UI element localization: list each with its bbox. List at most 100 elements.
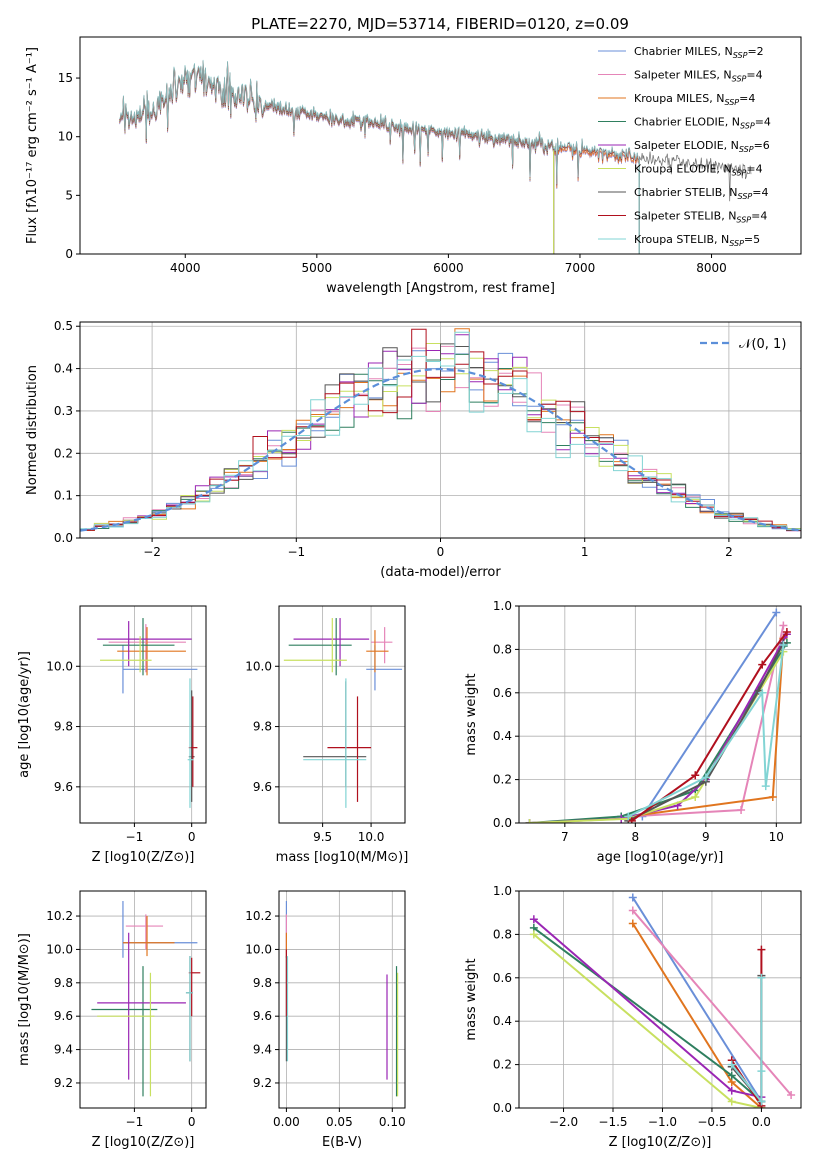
axes-frame xyxy=(518,605,802,824)
x-tick-label: −0.5 xyxy=(697,1115,726,1129)
plot-area-Z-age xyxy=(80,606,206,823)
legend-label: Salpeter ELODIE, NSSP=6 xyxy=(634,139,770,154)
weight-marker xyxy=(628,919,637,928)
legend-label: Kroupa STELIB, NSSP=5 xyxy=(634,233,760,248)
y-tick-label: 0.3 xyxy=(54,404,73,418)
legend-label-tail: =2 xyxy=(747,45,763,58)
axes-age-weight: 7 8 9 10 0.0 0.2 0.4 0.6 0.8 1.0 age [log10(age/yr… xyxy=(464,599,802,865)
axes-frame xyxy=(278,605,406,824)
y-tick-label: 0.1 xyxy=(54,489,73,503)
panel-residuals: −2 −1 0 1 2 0.0 0.1 0.2 0.3 0.4 0.5 (data-model)/er… xyxy=(25,319,802,580)
y-tick-label: 9.6 xyxy=(253,780,272,794)
error-point xyxy=(91,966,158,1097)
weight-marker xyxy=(757,945,766,954)
y-tick-label: 10.2 xyxy=(245,909,272,923)
y-tick-label: 9.8 xyxy=(253,976,272,990)
axes-frame xyxy=(518,890,802,1109)
legend-label: Kroupa ELODIE, NSSP=4 xyxy=(634,163,763,178)
y-tick-label: 9.8 xyxy=(54,976,73,990)
legend-label-main: Kroupa STELIB, N xyxy=(634,233,729,246)
weight-marker xyxy=(727,1097,736,1106)
weight-marker xyxy=(768,792,777,801)
weight-marker xyxy=(772,608,781,617)
x-tick-label: 0 xyxy=(188,830,196,844)
legend-label: Salpeter STELIB, NSSP=4 xyxy=(634,210,767,225)
x-tick-label: 6000 xyxy=(433,261,464,275)
weight-marker xyxy=(628,893,637,902)
plot-area-mass-age xyxy=(279,606,405,823)
y-tick-label: 10.0 xyxy=(245,942,272,956)
error-point xyxy=(303,681,367,787)
axes-spectrum: 4000 5000 6000 7000 8000 0 5 10 15 wavelength [An… xyxy=(25,36,802,296)
x-tick-label: 10 xyxy=(769,830,784,844)
y-tick-label: 9.2 xyxy=(54,1076,73,1090)
legend-label-tail: =4 xyxy=(755,116,771,129)
y-tick-label: 9.2 xyxy=(253,1076,272,1090)
x-tick-label: 7000 xyxy=(565,261,596,275)
panel-Z-weight: −2.0 −1.5 −1.0 −0.5 0.0 0.0 0.2 0.4 0.6 0.8 1.0 Z [… xyxy=(464,884,802,1150)
legend-label: Chabrier MILES, NSSP=2 xyxy=(634,45,764,60)
x-tick-label: 0.05 xyxy=(326,1115,353,1129)
x-tick-label: 2 xyxy=(725,545,733,559)
weight-line xyxy=(529,642,788,823)
y-tick-label: 0.4 xyxy=(493,729,512,743)
weight-line xyxy=(632,909,792,1096)
legend-label-tail: =5 xyxy=(744,233,760,246)
error-point xyxy=(122,645,198,694)
weight-marker xyxy=(701,773,710,782)
weight-line xyxy=(631,896,763,1103)
y-axis-label: Flux [fλ10⁻¹⁷ erg cm⁻² s⁻¹ A⁻¹] xyxy=(25,47,40,244)
legend: 𝒩(0, 1) xyxy=(700,337,786,352)
plot-area-Z-mass xyxy=(80,891,206,1108)
x-tick-label: −1.0 xyxy=(648,1115,677,1129)
y-tick-label: 0.8 xyxy=(493,927,512,941)
x-tick-label: −1 xyxy=(287,545,305,559)
x-axis-label: (data-model)/error xyxy=(380,565,501,580)
plot-area-Z-weight xyxy=(519,891,801,1108)
weight-marker xyxy=(761,782,770,791)
histogram-step xyxy=(80,331,801,530)
axes-ebv-mass: 0.00 0.05 0.10 9.2 9.4 9.6 9.8 10.0 10.2 E(B-V) xyxy=(245,890,406,1150)
legend-label-tail: =4 xyxy=(751,210,767,223)
x-tick-label: 8 xyxy=(632,830,640,844)
legend-label-sub: SSP xyxy=(724,98,739,107)
x-axis-label: age [log10(age/yr)] xyxy=(597,850,724,865)
y-tick-label: 1.0 xyxy=(493,599,512,613)
y-tick-label: 9.4 xyxy=(54,1043,73,1057)
y-tick-label: 9.6 xyxy=(54,1009,73,1023)
legend-label-main: Chabrier MILES, N xyxy=(634,45,733,58)
y-tick-label: 1.0 xyxy=(493,884,512,898)
panel-age-weight: 7 8 9 10 0.0 0.2 0.4 0.6 0.8 1.0 age [log10(age/yr… xyxy=(464,599,802,865)
y-tick-label: 10.0 xyxy=(245,659,272,673)
weight-marker xyxy=(727,1060,736,1069)
legend-label-sub: SSP xyxy=(732,169,747,178)
x-tick-label: 10.0 xyxy=(358,830,385,844)
error-point xyxy=(97,621,192,667)
error-point xyxy=(97,972,155,1097)
error-point xyxy=(185,956,193,1062)
x-axis-label: wavelength [Angstrom, rest frame] xyxy=(326,281,555,296)
legend-label-main: Chabrier STELIB, N xyxy=(634,186,738,199)
y-tick-label: 0.6 xyxy=(493,686,512,700)
weight-marker xyxy=(529,930,538,939)
y-tick-label: 5 xyxy=(65,188,73,202)
legend-label-sub: SSP xyxy=(733,51,748,60)
error-point xyxy=(288,618,352,676)
y-axis-label: mass weight xyxy=(464,958,479,1040)
weight-marker xyxy=(758,660,767,669)
weight-marker xyxy=(779,641,788,650)
y-tick-label: 15 xyxy=(58,71,73,85)
series-line xyxy=(119,60,640,185)
weight-series xyxy=(628,893,766,1106)
plot-area-residuals xyxy=(80,322,801,538)
x-tick-label: 9.5 xyxy=(313,830,332,844)
y-tick-label: 10.0 xyxy=(46,659,73,673)
legend-label-sub: SSP xyxy=(732,75,747,84)
y-tick-label: 0.2 xyxy=(54,446,73,460)
weight-series xyxy=(638,608,781,821)
x-axis-label: E(B-V) xyxy=(322,1135,362,1150)
x-axis-label: mass [log10(M/M⊙)] xyxy=(276,850,409,865)
normal-curve xyxy=(80,367,801,532)
